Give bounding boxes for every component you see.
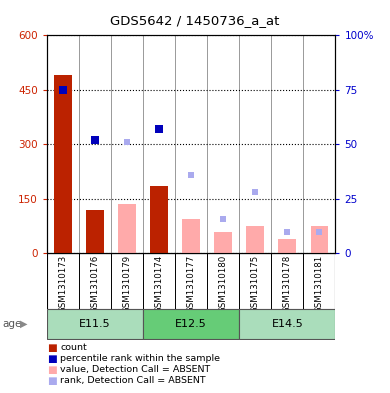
- Text: rank, Detection Call = ABSENT: rank, Detection Call = ABSENT: [60, 376, 206, 385]
- Text: ■: ■: [47, 365, 57, 375]
- Bar: [310, 226, 328, 253]
- Text: age: age: [2, 319, 21, 329]
- Bar: [47, 309, 143, 339]
- Text: ■: ■: [47, 343, 57, 353]
- Text: GDS5642 / 1450736_a_at: GDS5642 / 1450736_a_at: [110, 14, 280, 27]
- Point: [252, 189, 258, 196]
- Point: [188, 172, 194, 178]
- Point: [156, 126, 162, 132]
- Bar: [239, 309, 335, 339]
- Point: [316, 229, 323, 235]
- Point: [92, 137, 98, 143]
- Bar: [54, 75, 72, 253]
- Text: ▶: ▶: [20, 319, 28, 329]
- Bar: [143, 309, 239, 339]
- Text: E11.5: E11.5: [79, 319, 111, 329]
- Bar: [246, 226, 264, 253]
- Text: E14.5: E14.5: [271, 319, 303, 329]
- Bar: [182, 219, 200, 253]
- Text: count: count: [60, 343, 87, 352]
- Bar: [150, 186, 168, 253]
- Point: [220, 215, 226, 222]
- Bar: [215, 232, 232, 253]
- Text: percentile rank within the sample: percentile rank within the sample: [60, 354, 220, 363]
- Text: ■: ■: [47, 376, 57, 386]
- Point: [284, 229, 291, 235]
- Text: ■: ■: [47, 354, 57, 364]
- Point: [124, 139, 130, 145]
- Text: E12.5: E12.5: [175, 319, 207, 329]
- Point: [60, 87, 66, 93]
- Text: value, Detection Call = ABSENT: value, Detection Call = ABSENT: [60, 365, 211, 374]
- Bar: [278, 239, 296, 253]
- Bar: [118, 204, 136, 253]
- Bar: [86, 210, 104, 253]
